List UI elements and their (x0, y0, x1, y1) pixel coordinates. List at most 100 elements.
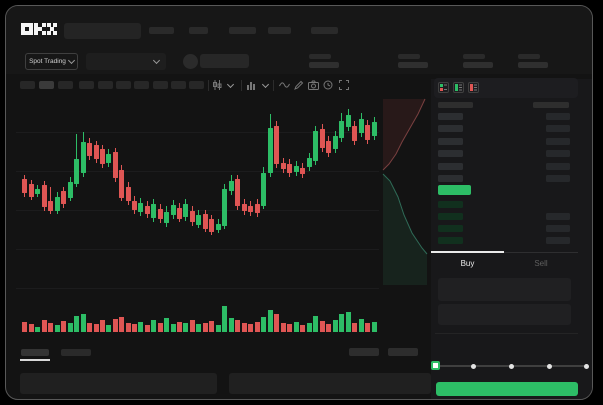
market-type-label: Spot Trading (29, 58, 66, 65)
timeframe-button[interactable] (153, 81, 168, 89)
depth-asks-line (382, 98, 426, 171)
timeframe-button[interactable] (171, 81, 186, 89)
orderbook-column-header (533, 102, 569, 108)
tab-sell[interactable]: Sell (534, 258, 548, 268)
slider-step-dot[interactable] (471, 364, 476, 369)
tab-divider (431, 252, 578, 253)
ask-row[interactable] (438, 113, 463, 120)
depth-bids-fill (383, 174, 427, 285)
timeframe-button[interactable] (189, 81, 204, 89)
bid-row[interactable] (546, 237, 570, 244)
market-stat-label (309, 54, 331, 59)
volume-bars (16, 296, 379, 332)
depth-asks-fill (383, 99, 425, 170)
bottom-action-button[interactable] (349, 348, 379, 356)
last-price-badge[interactable] (438, 185, 471, 195)
coin-avatar (183, 54, 198, 69)
fullscreen-icon[interactable] (339, 80, 349, 90)
timeframe-button[interactable] (20, 81, 35, 89)
timeframe-button[interactable] (98, 81, 113, 89)
bid-row[interactable] (438, 225, 463, 232)
timeframe-button-active[interactable] (39, 81, 54, 89)
market-stat-value (398, 62, 428, 68)
pencil-icon[interactable] (294, 80, 304, 90)
chevron-down-icon[interactable] (261, 80, 270, 89)
bid-row[interactable] (438, 201, 463, 208)
orderbook-layout-asks-icon[interactable] (468, 82, 479, 93)
bid-row[interactable] (546, 213, 570, 220)
timeframe-button[interactable] (58, 81, 73, 89)
orderbook-layout-both-icon[interactable] (438, 82, 449, 93)
candlestick-chart (16, 96, 379, 336)
chevron-down-icon (67, 56, 75, 65)
slider-step-dot[interactable] (509, 364, 514, 369)
ask-row[interactable] (546, 163, 570, 170)
chevron-down-icon[interactable] (226, 80, 235, 89)
bottom-tab-underline (20, 359, 50, 361)
nav-item[interactable] (311, 27, 338, 34)
amount-input[interactable] (438, 304, 571, 325)
market-stat-label (398, 54, 420, 59)
app-window: Spot Trading (5, 5, 593, 400)
indicators-icon[interactable] (246, 80, 256, 90)
orderbook-toolbar (434, 78, 578, 98)
nav-item[interactable] (189, 27, 208, 34)
nav-item[interactable] (268, 27, 291, 34)
market-stat-label (518, 54, 540, 59)
orderbook-column-header (438, 102, 473, 108)
ask-row[interactable] (546, 175, 570, 182)
chart-gridline (16, 249, 379, 250)
camera-icon[interactable] (308, 80, 319, 90)
form-divider (435, 333, 578, 334)
depth-bids-line (382, 173, 428, 255)
ask-row[interactable] (546, 125, 570, 132)
ask-row[interactable] (546, 150, 570, 157)
slider-step-dot[interactable] (547, 364, 552, 369)
candles-icon[interactable] (212, 80, 222, 90)
chart-gridline (16, 171, 379, 172)
ask-row[interactable] (546, 113, 570, 120)
bottom-action-button[interactable] (388, 348, 418, 356)
tab-buy[interactable]: Buy (460, 258, 475, 268)
bottom-tab-active[interactable] (21, 349, 49, 356)
pair-action-button[interactable] (200, 54, 249, 68)
chevron-down-icon (152, 56, 161, 65)
bid-row[interactable] (546, 225, 570, 232)
search-bar[interactable] (64, 23, 141, 39)
ask-row[interactable] (438, 150, 463, 157)
price-input[interactable] (438, 278, 571, 301)
market-stat-value (309, 62, 339, 68)
chart-gridline (16, 132, 379, 133)
bid-row[interactable] (438, 213, 463, 220)
okx-logo[interactable] (21, 22, 57, 37)
ask-row[interactable] (438, 138, 463, 145)
active-tab-indicator (431, 251, 504, 253)
clock-icon[interactable] (323, 80, 333, 90)
slider-handle[interactable] (431, 361, 440, 370)
ask-row[interactable] (546, 138, 570, 145)
nav-item[interactable] (229, 27, 256, 34)
slider-step-dot[interactable] (584, 364, 589, 369)
market-stat-value (518, 62, 548, 68)
market-type-selector[interactable]: Spot Trading (25, 53, 78, 70)
timeframe-button[interactable] (134, 81, 149, 89)
ask-row[interactable] (438, 175, 463, 182)
chart-gridline (16, 288, 379, 289)
pair-selector-dropdown[interactable] (86, 53, 166, 70)
nav-item[interactable] (149, 27, 174, 34)
market-stat-label (463, 54, 485, 59)
bottom-tab[interactable] (61, 349, 91, 356)
ask-row[interactable] (438, 125, 463, 132)
timeframe-button[interactable] (79, 81, 94, 89)
orderbook-layout-bids-icon[interactable] (453, 82, 464, 93)
ask-row[interactable] (438, 163, 463, 170)
market-stat-value (463, 62, 493, 68)
orders-panel-placeholder (20, 373, 217, 394)
bid-row[interactable] (438, 237, 463, 244)
wave-icon[interactable] (279, 80, 290, 90)
chart-gridline (16, 210, 379, 211)
timeframe-button[interactable] (116, 81, 131, 89)
buy-submit-button[interactable] (436, 382, 578, 396)
depth-chart (382, 98, 428, 285)
orders-panel-placeholder (229, 373, 431, 394)
